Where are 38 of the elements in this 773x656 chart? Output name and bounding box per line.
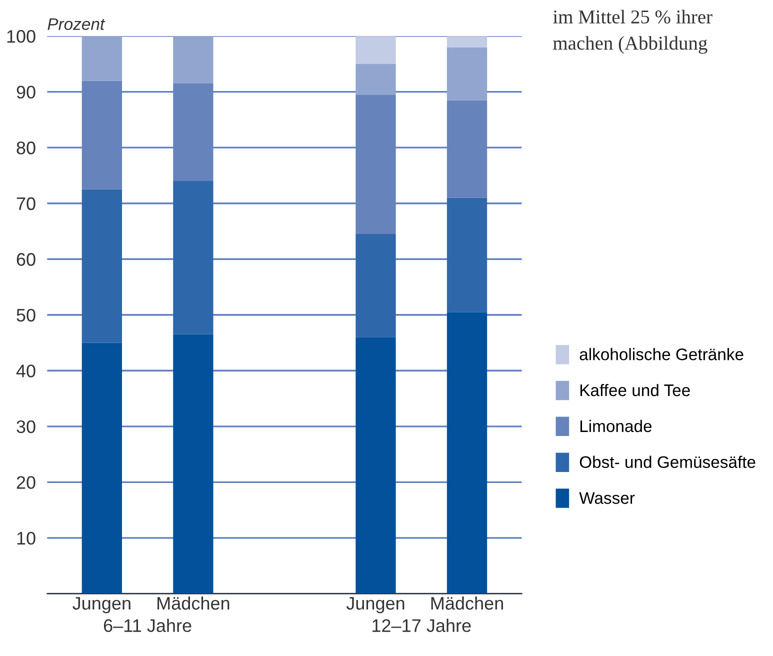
y-tick-label: 70 bbox=[16, 197, 36, 210]
y-tick-label: 90 bbox=[16, 86, 36, 99]
bar bbox=[446, 312, 488, 594]
bar bbox=[173, 334, 214, 594]
bar bbox=[446, 198, 488, 312]
bar bbox=[446, 47, 488, 100]
text: 12–17 Jahre bbox=[372, 618, 471, 632]
y-tick-label: 20 bbox=[16, 476, 36, 489]
x-tick-label: Jungen bbox=[346, 597, 404, 614]
text: im Mittel 25 % ihrer bbox=[553, 10, 712, 24]
bar bbox=[356, 36, 396, 64]
bar bbox=[173, 36, 214, 84]
y-tick-label: 30 bbox=[16, 420, 36, 434]
text: 6–11 Jahre bbox=[104, 618, 192, 632]
y-tick-label: 10 bbox=[17, 532, 36, 545]
text: machen (Abbildung bbox=[553, 36, 708, 54]
y-tick-label: 50 bbox=[16, 308, 36, 322]
x-tick-label: Jungen bbox=[72, 597, 130, 614]
x-tick-label: Mädchen bbox=[431, 596, 503, 610]
legend-label: Wasser bbox=[579, 492, 635, 504]
bar bbox=[82, 36, 122, 81]
legend-label: Limonade bbox=[580, 420, 652, 432]
y-axis-title: Prozent bbox=[48, 18, 106, 30]
bar bbox=[356, 64, 396, 95]
bar bbox=[173, 181, 214, 334]
legend-label: Kaffee und Tee bbox=[580, 384, 690, 396]
y-tick-label: 100 bbox=[7, 30, 36, 43]
legend-label: alkoholische Getränke bbox=[580, 348, 744, 360]
bar bbox=[82, 342, 122, 594]
y-tick-label: 80 bbox=[16, 142, 36, 154]
bar bbox=[356, 337, 396, 594]
bar bbox=[82, 189, 122, 343]
x-tick-label: Mädchen bbox=[158, 596, 230, 610]
y-tick-label: 40 bbox=[16, 364, 36, 378]
legend-label: Obst- und Gemüsesäfte bbox=[580, 456, 756, 468]
y-tick-label: 60 bbox=[16, 253, 36, 266]
bar bbox=[356, 234, 396, 338]
bar bbox=[446, 36, 488, 48]
